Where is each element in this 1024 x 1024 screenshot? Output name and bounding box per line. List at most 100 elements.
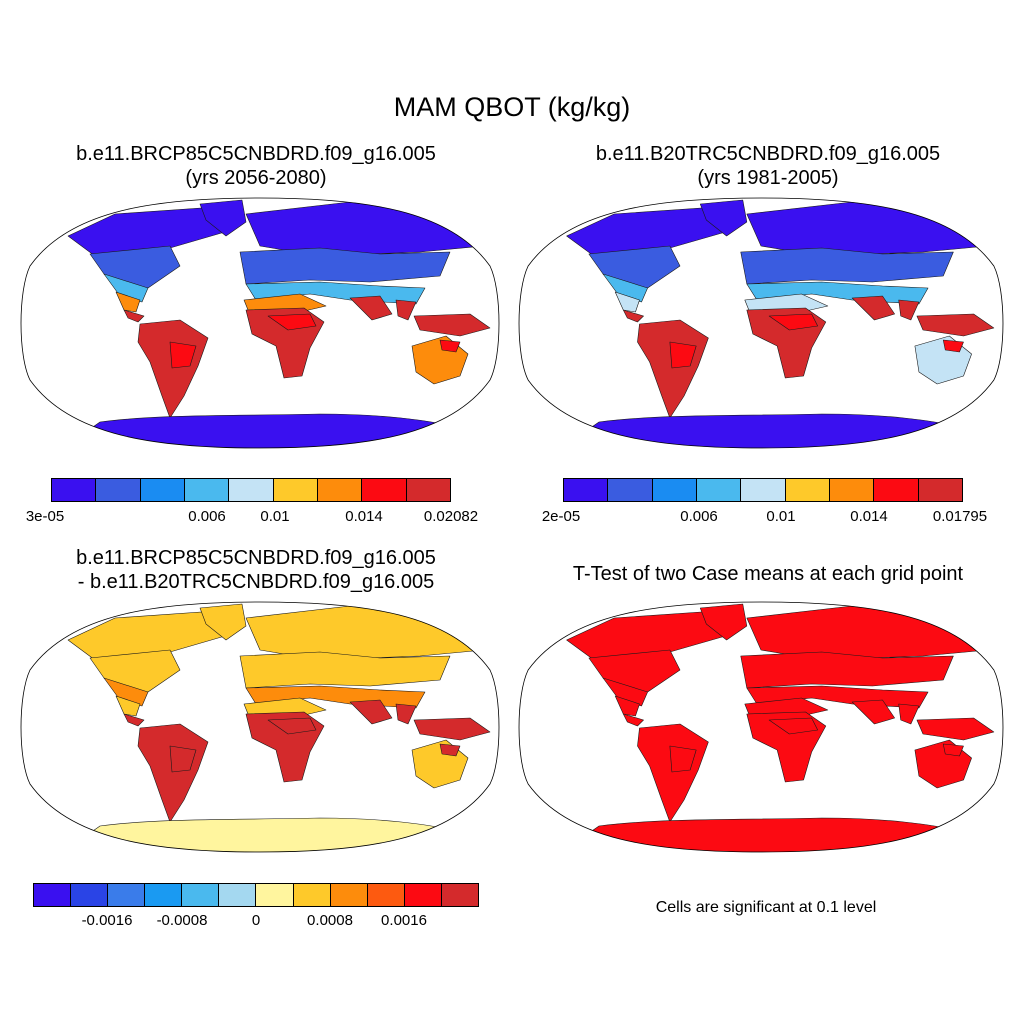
difference-tick-2: 0 — [251, 912, 261, 929]
colorbar-swatch-3 — [184, 479, 230, 501]
past-tick-1: 0.006 — [680, 508, 718, 525]
future-map — [20, 197, 500, 449]
future-panel-title: b.e11.BRCP85C5CNBDRD.f09_g16.005 (yrs 20… — [0, 142, 512, 190]
map-land-dry-9 — [744, 293, 829, 313]
colorbar-swatch-6 — [256, 884, 294, 906]
past-tick-4: 0.01795 — [932, 508, 988, 525]
map-land-sub-3 — [103, 677, 149, 707]
map-land-tropics-10 — [637, 723, 709, 823]
map-land-dry-4 — [115, 291, 141, 313]
colorbar-swatch-4 — [229, 479, 274, 501]
future-colorbar — [51, 478, 451, 502]
colorbar-swatch-11 — [441, 884, 478, 906]
map-land-sub-3 — [602, 677, 648, 707]
map-land-tropics-14 — [851, 699, 895, 725]
colorbar-swatch-3 — [696, 479, 742, 501]
past-title-line2: (yrs 1981-2005) — [697, 167, 839, 189]
colorbar-swatch-1 — [71, 884, 109, 906]
map-land-tropics-10 — [137, 319, 209, 419]
colorbar-swatch-6 — [829, 479, 875, 501]
map-land-tropics-16 — [413, 313, 491, 337]
difference-map — [20, 601, 500, 853]
map-land-hot-11 — [669, 341, 697, 369]
map-land-dry-4 — [614, 291, 640, 313]
map-land-tropics-5 — [123, 309, 145, 323]
map-land-dry-4 — [614, 695, 640, 717]
map-land-tropics-10 — [137, 723, 209, 823]
future-title-line1: b.e11.BRCP85C5CNBDRD.f09_g16.005 — [76, 143, 436, 165]
difference-tick-3: 0.0008 — [307, 912, 353, 929]
colorbar-swatch-5 — [785, 479, 830, 501]
ttest-map — [518, 601, 1004, 853]
map-boundary — [518, 197, 1004, 449]
map-land-tropics-5 — [123, 713, 145, 727]
future-tick-2: 0.01 — [260, 508, 290, 525]
colorbar-swatch-8 — [406, 479, 450, 501]
map-land-high_lat-6 — [746, 605, 995, 661]
difference-title-line1: b.e11.BRCP85C5CNBDRD.f09_g16.005 — [76, 547, 436, 569]
map-land-hot-13 — [768, 313, 819, 331]
map-land-high_lat-1 — [699, 603, 748, 641]
colorbar-swatch-7 — [293, 884, 331, 906]
map-boundary — [518, 601, 1004, 853]
colorbar-swatch-7 — [874, 479, 919, 501]
main-title: MAM QBOT (kg/kg) — [393, 92, 631, 122]
colorbar-swatch-2 — [652, 479, 697, 501]
past-colorbar-ticks: 2e-05 0.006 0.01 0.014 0.01795 — [542, 508, 987, 528]
map-land-high_lat-1 — [199, 603, 247, 641]
difference-panel-title: b.e11.BRCP85C5CNBDRD.f09_g16.005 - b.e11… — [0, 546, 512, 594]
map-land-tropics-14 — [851, 295, 895, 321]
map-land-mid_lat-7 — [740, 247, 954, 285]
map-land-high_lat-6 — [245, 605, 491, 661]
colorbar-swatch-4 — [182, 884, 220, 906]
map-land-hot-11 — [169, 341, 197, 369]
colorbar-swatch-2 — [140, 479, 185, 501]
map-land-tropics-15 — [898, 703, 920, 725]
past-colorbar — [563, 478, 963, 502]
map-land-antarctica-19 — [578, 413, 964, 448]
map-land-antarctica-19 — [79, 817, 461, 852]
map-land-tropics-16 — [916, 717, 995, 741]
map-land-antarctica-19 — [79, 413, 461, 448]
map-land-high_lat-1 — [699, 199, 748, 237]
map-land-high_lat-1 — [199, 199, 247, 237]
map-land-mid_lat-7 — [740, 651, 954, 689]
map-land-tropics-5 — [622, 713, 644, 727]
map-land-hot-13 — [267, 313, 317, 331]
map-land-sub-3 — [602, 273, 648, 303]
map-land-hot-11 — [169, 745, 197, 773]
map-land-hot-13 — [267, 717, 317, 735]
map-boundary — [20, 601, 500, 853]
colorbar-swatch-3 — [145, 884, 183, 906]
map-land-dry-9 — [243, 697, 327, 717]
past-tick-0: 2e-05 — [541, 508, 581, 525]
colorbar-swatch-1 — [96, 479, 141, 501]
future-tick-0: 3e-05 — [25, 508, 65, 525]
map-land-high_lat-6 — [245, 201, 491, 257]
colorbar-swatch-1 — [608, 479, 653, 501]
colorbar-swatch-9 — [367, 884, 405, 906]
colorbar-swatch-5 — [219, 884, 257, 906]
map-land-hot-13 — [768, 717, 819, 735]
past-title-line1: b.e11.B20TRC5CNBDRD.f09_g16.005 — [595, 143, 941, 165]
colorbar-swatch-0 — [564, 479, 609, 501]
map-land-high_lat-6 — [746, 201, 995, 257]
difference-tick-1: -0.0008 — [156, 912, 208, 929]
difference-tick-0: -0.0016 — [81, 912, 133, 929]
difference-colorbar — [33, 883, 479, 907]
significance-note: Cells are significant at 0.1 level — [655, 899, 877, 916]
future-tick-4: 0.02082 — [423, 508, 479, 525]
map-land-dry-9 — [243, 293, 327, 313]
colorbar-swatch-0 — [52, 479, 97, 501]
map-land-tropics-16 — [413, 717, 491, 741]
colorbar-swatch-4 — [741, 479, 786, 501]
past-tick-2: 0.01 — [766, 508, 796, 525]
future-tick-1: 0.006 — [188, 508, 226, 525]
map-land-tropics-14 — [349, 699, 393, 725]
map-land-tropics-5 — [622, 309, 644, 323]
map-land-dry-9 — [744, 697, 829, 717]
map-land-tropics-14 — [349, 295, 393, 321]
colorbar-swatch-5 — [273, 479, 318, 501]
future-title-line2: (yrs 2056-2080) — [185, 167, 327, 189]
colorbar-swatch-2 — [108, 884, 146, 906]
